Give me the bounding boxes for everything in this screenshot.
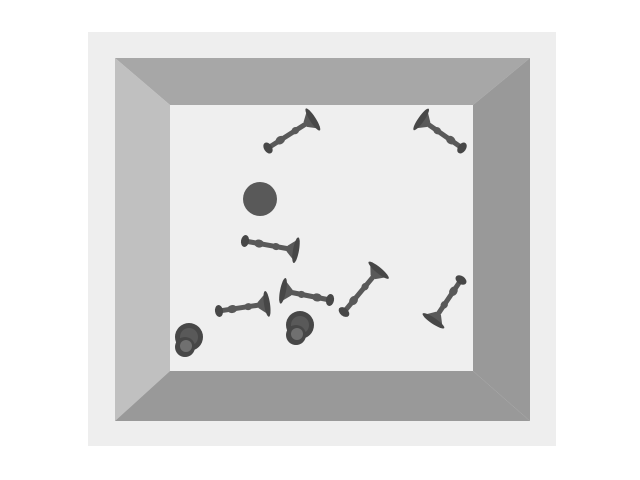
objects-layer — [175, 108, 467, 357]
wall-bottom — [115, 371, 530, 421]
ball-1 — [243, 182, 277, 216]
arena-floor — [170, 105, 473, 371]
wall-left — [115, 58, 170, 421]
dumbbell-3 — [240, 235, 300, 263]
dumbbell-7 — [422, 275, 467, 329]
dumbbell-5 — [279, 278, 335, 306]
dumbbell-2 — [413, 108, 467, 154]
dumbbell-1 — [263, 108, 321, 154]
dumbbell-6 — [338, 261, 389, 317]
dumbbell-4 — [214, 290, 271, 317]
upright-dumbbell-1 — [175, 323, 203, 357]
wall-top — [115, 58, 530, 105]
upright-dumbbell-2 — [286, 311, 314, 345]
wall-right — [473, 58, 530, 421]
